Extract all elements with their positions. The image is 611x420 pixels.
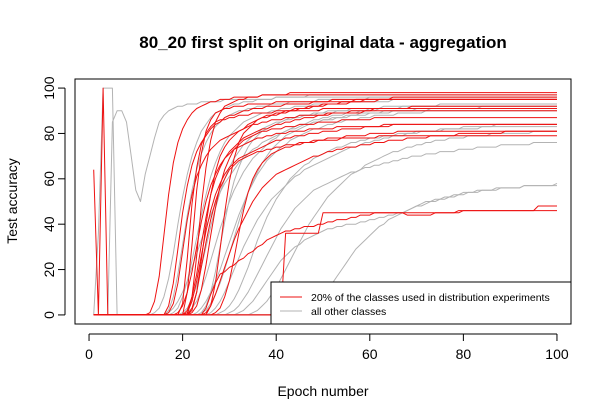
y-tick-label: 0 xyxy=(41,311,57,319)
y-tick-label: 60 xyxy=(41,171,57,187)
series-group xyxy=(93,87,558,316)
x-tick-label: 40 xyxy=(268,346,284,362)
chart-title: 80_20 first split on original data - agg… xyxy=(139,33,506,52)
x-tick-label: 20 xyxy=(175,346,191,362)
series-line-highlight-11 xyxy=(93,94,557,316)
x-tick-label: 80 xyxy=(456,346,472,362)
y-tick-label: 80 xyxy=(41,125,57,141)
x-axis: 0 20 40 60 80 100 xyxy=(85,333,569,362)
series-line-highlight-10 xyxy=(93,98,557,316)
legend-label-highlight: 20% of the classes used in distribution … xyxy=(311,292,550,304)
series-line-highlight-15 xyxy=(93,110,557,316)
series-line-highlight-17 xyxy=(93,135,557,316)
x-tick-label: 100 xyxy=(545,346,569,362)
y-tick-label: 100 xyxy=(41,76,57,100)
legend: 20% of the classes used in distribution … xyxy=(270,281,572,325)
x-tick-label: 60 xyxy=(362,346,378,362)
x-tick-label: 0 xyxy=(85,346,93,362)
x-axis-title: Epoch number xyxy=(277,383,368,399)
legend-box xyxy=(270,281,572,325)
y-axis: 0 20 40 60 80 100 xyxy=(41,76,66,319)
legend-label-other: all other classes xyxy=(311,306,386,318)
y-tick-label: 40 xyxy=(41,216,57,232)
y-tick-label: 20 xyxy=(41,262,57,278)
y-axis-title: Test accuracy xyxy=(4,158,20,244)
